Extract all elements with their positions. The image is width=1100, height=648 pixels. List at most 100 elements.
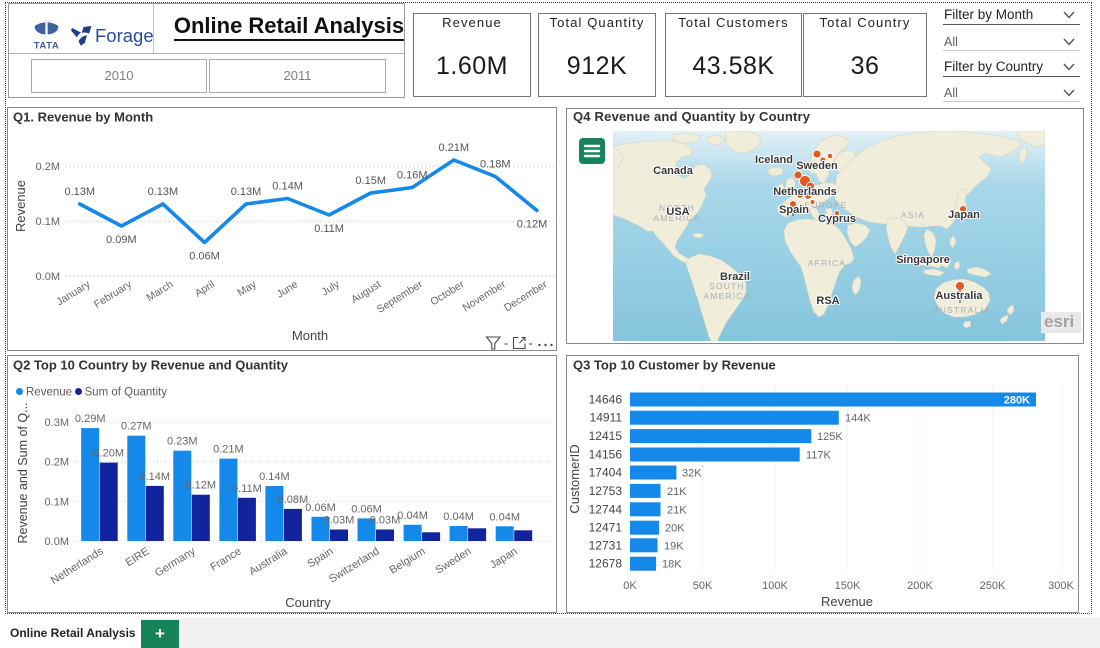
svg-text:19K: 19K	[664, 540, 684, 552]
svg-text:Q2 Top 10 Country by Revenue a: Q2 Top 10 Country by Revenue and Quantit…	[13, 358, 289, 373]
svg-text:0.04M: 0.04M	[443, 511, 474, 523]
svg-text:Netherlands: Netherlands	[773, 186, 837, 198]
svg-text:September: September	[375, 278, 425, 316]
svg-text:Singapore: Singapore	[896, 254, 950, 266]
svg-text:Sum of Quantity: Sum of Quantity	[85, 387, 168, 399]
svg-text:Spain: Spain	[305, 545, 335, 570]
svg-text:0.21M: 0.21M	[213, 444, 244, 456]
svg-text:April: April	[193, 278, 217, 299]
svg-text:0.15M: 0.15M	[355, 175, 386, 187]
svg-text:November: November	[460, 278, 508, 314]
svg-text:EIRE: EIRE	[123, 545, 151, 569]
svg-text:AUSTRALIA: AUSTRALIA	[933, 305, 991, 315]
svg-text:July: July	[319, 278, 342, 298]
svg-text:RSA: RSA	[816, 295, 839, 307]
svg-text:TATA: TATA	[34, 41, 60, 51]
svg-text:Germany: Germany	[153, 545, 198, 579]
svg-text:0.0M: 0.0M	[45, 536, 69, 548]
svg-text:USA: USA	[666, 206, 689, 218]
svg-text:Spain: Spain	[779, 204, 809, 216]
svg-text:Country: Country	[285, 595, 331, 610]
svg-text:12678: 12678	[589, 557, 623, 571]
svg-text:France: France	[208, 545, 243, 573]
svg-text:0K: 0K	[623, 580, 637, 592]
svg-text:0.13M: 0.13M	[231, 186, 262, 198]
svg-text:300K: 300K	[1048, 580, 1074, 592]
svg-text:March: March	[144, 278, 175, 304]
svg-text:0.1M: 0.1M	[36, 216, 60, 228]
svg-text:117K: 117K	[806, 450, 832, 462]
svg-text:0.14M: 0.14M	[259, 471, 290, 483]
svg-text:20K: 20K	[665, 523, 685, 535]
svg-text:17404: 17404	[589, 466, 623, 480]
svg-text:0.03M: 0.03M	[324, 515, 355, 527]
svg-text:12753: 12753	[589, 484, 623, 498]
svg-text:0.06M: 0.06M	[189, 251, 220, 263]
svg-text:0.06M: 0.06M	[351, 503, 382, 515]
svg-text:0.20M: 0.20M	[93, 448, 124, 460]
svg-text:February: February	[92, 278, 135, 311]
svg-text:0.3M: 0.3M	[45, 417, 69, 429]
svg-text:Q3 Top 10 Customer by Revenue: Q3 Top 10 Customer by Revenue	[573, 358, 776, 373]
svg-text:100K: 100K	[762, 580, 788, 592]
svg-text:EUROPE: EUROPE	[804, 200, 847, 210]
svg-text:June: June	[275, 278, 301, 300]
svg-text:0.12M: 0.12M	[517, 219, 548, 231]
svg-text:12744: 12744	[589, 502, 623, 516]
svg-text:ASIA: ASIA	[901, 210, 925, 220]
svg-text:0.13M: 0.13M	[148, 186, 179, 198]
svg-text:Australia: Australia	[247, 545, 290, 578]
svg-text:AMERICA: AMERICA	[653, 213, 700, 223]
svg-text:SOUTH: SOUTH	[709, 281, 745, 291]
svg-text:32K: 32K	[682, 468, 702, 480]
svg-text:0.08M: 0.08M	[278, 494, 309, 506]
svg-text:Month: Month	[292, 328, 328, 343]
svg-text:12415: 12415	[589, 429, 623, 443]
svg-text:Forage: Forage	[95, 25, 154, 46]
svg-text:12471: 12471	[589, 521, 623, 535]
svg-text:Sweden: Sweden	[434, 545, 474, 576]
svg-text:August: August	[349, 278, 383, 306]
svg-text:Revenue: Revenue	[13, 180, 28, 232]
svg-text:Netherlands: Netherlands	[49, 545, 106, 587]
svg-text:200K: 200K	[907, 580, 933, 592]
svg-text:AMERICA: AMERICA	[703, 291, 750, 301]
svg-text:12731: 12731	[589, 538, 623, 552]
svg-text:150K: 150K	[835, 580, 861, 592]
svg-text:0.12M: 0.12M	[186, 480, 217, 492]
svg-text:0.21M: 0.21M	[439, 142, 470, 154]
svg-text:Japan: Japan	[948, 209, 980, 221]
svg-text:14156: 14156	[589, 448, 623, 462]
svg-text:0.23M: 0.23M	[167, 436, 198, 448]
svg-text:Q1. Revenue by Month: Q1. Revenue by Month	[13, 110, 153, 125]
svg-text:0.09M: 0.09M	[106, 234, 137, 246]
svg-text:0.14M: 0.14M	[272, 181, 303, 193]
svg-text:January: January	[54, 278, 93, 308]
svg-text:21K: 21K	[667, 486, 687, 498]
svg-text:21K: 21K	[667, 504, 687, 516]
svg-text:14911: 14911	[590, 411, 623, 425]
svg-text:Australia: Australia	[935, 290, 983, 302]
svg-text:144K: 144K	[845, 413, 871, 425]
svg-text:0.06M: 0.06M	[305, 502, 336, 514]
svg-text:NORTH: NORTH	[659, 203, 695, 213]
svg-text:0.1M: 0.1M	[45, 496, 69, 508]
svg-text:December: December	[502, 278, 550, 314]
svg-text:125K: 125K	[817, 431, 843, 443]
svg-text:0.16M: 0.16M	[397, 170, 428, 182]
svg-text:0.04M: 0.04M	[489, 511, 520, 523]
svg-text:Revenue and Sum of Q...: Revenue and Sum of Q...	[16, 402, 30, 543]
svg-text:CustomerID: CustomerID	[567, 444, 582, 513]
svg-text:Belgium: Belgium	[388, 545, 428, 576]
svg-text:May: May	[235, 278, 259, 299]
svg-text:AFRICA: AFRICA	[808, 258, 846, 268]
svg-text:Switzerland: Switzerland	[327, 545, 382, 585]
svg-text:0.2M: 0.2M	[36, 161, 60, 173]
svg-text:0.03M: 0.03M	[370, 515, 401, 527]
svg-text:0.2M: 0.2M	[45, 457, 69, 469]
svg-text:Japan: Japan	[488, 545, 520, 571]
svg-text:Revenue: Revenue	[26, 387, 72, 399]
svg-text:0.11M: 0.11M	[314, 223, 344, 235]
svg-text:0.18M: 0.18M	[480, 159, 511, 171]
svg-text:Brazil: Brazil	[720, 271, 750, 283]
